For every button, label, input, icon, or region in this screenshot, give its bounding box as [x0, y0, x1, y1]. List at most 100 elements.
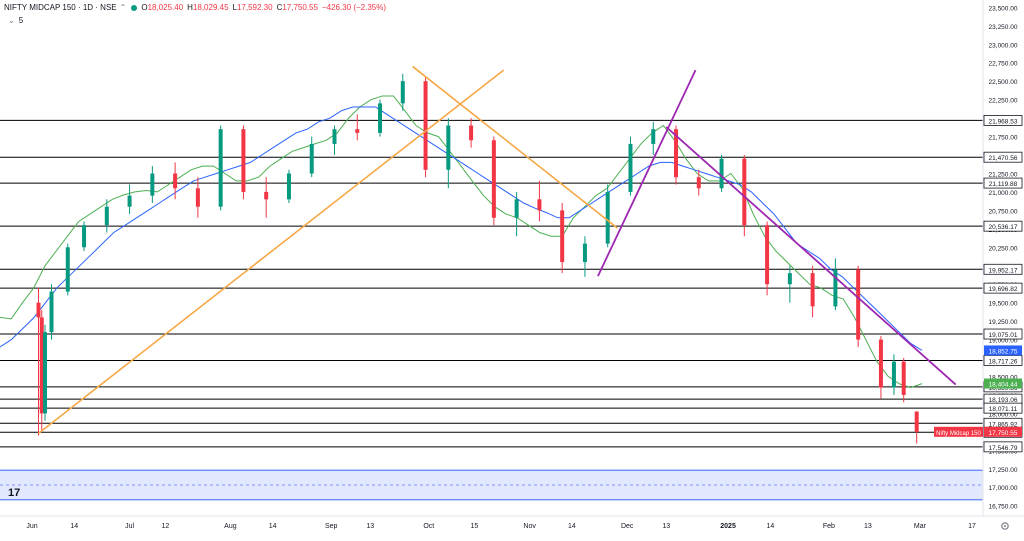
- candle[interactable]: [355, 114, 360, 141]
- y-axis-tick-label: 21,750.00: [989, 135, 1018, 142]
- x-axis-tick-label: 14: [269, 523, 277, 530]
- candle[interactable]: [104, 199, 109, 233]
- candle[interactable]: [36, 287, 41, 436]
- candle[interactable]: [378, 99, 383, 137]
- candle[interactable]: [628, 136, 633, 196]
- x-axis-tick-label: 14: [766, 523, 774, 530]
- x-axis-tick-label: 14: [70, 523, 78, 530]
- y-axis-tick-label: 19,000.00: [989, 338, 1018, 345]
- candle[interactable]: [400, 73, 405, 111]
- level-price-label: 18,717.26: [983, 355, 1023, 366]
- settings-gear-icon[interactable]: [1001, 522, 1009, 530]
- level-price-label: 18,071.11: [983, 402, 1023, 414]
- candle[interactable]: [309, 136, 314, 178]
- candle[interactable]: [218, 125, 223, 211]
- candle[interactable]: [39, 310, 44, 432]
- candle[interactable]: [469, 118, 474, 148]
- level-price-label: 21,119.88: [983, 177, 1023, 189]
- candle[interactable]: [65, 243, 70, 296]
- y-axis-tick-label: 20,750.00: [989, 208, 1018, 215]
- candle[interactable]: [127, 184, 132, 215]
- price-change: −426.30 (−2.35%): [321, 3, 386, 12]
- y-axis-tick-label: 23,500.00: [989, 5, 1018, 12]
- symbol-title[interactable]: NIFTY MIDCAP 150 · 1D · NSE: [4, 3, 117, 12]
- svg-text:18,852.75: 18,852.75: [989, 348, 1018, 355]
- candle[interactable]: [765, 221, 770, 296]
- candle[interactable]: [82, 221, 87, 251]
- orange-trendline[interactable]: [38, 69, 505, 434]
- y-axis-tick-label: 22,250.00: [989, 98, 1018, 105]
- candle[interactable]: [810, 265, 815, 318]
- candle[interactable]: [195, 177, 200, 218]
- purple-trendline[interactable]: [665, 126, 957, 386]
- svg-text:17,546.79: 17,546.79: [989, 445, 1018, 452]
- y-axis-tick-label: 18,500.00: [989, 374, 1018, 381]
- candle[interactable]: [264, 177, 269, 218]
- ohlc-high: H18,029.45: [187, 3, 229, 12]
- y-axis-tick-label: 19,500.00: [989, 301, 1018, 308]
- purple-trendline[interactable]: [597, 69, 697, 277]
- candle[interactable]: [901, 358, 906, 403]
- candle[interactable]: [173, 162, 178, 200]
- candle[interactable]: [878, 335, 883, 399]
- x-axis-tick-label: 2025: [720, 523, 736, 530]
- candle[interactable]: [491, 136, 496, 226]
- x-axis-tick-label: Aug: [224, 523, 237, 530]
- candle[interactable]: [914, 411, 919, 444]
- svg-text:18,404.44: 18,404.44: [989, 382, 1018, 389]
- candle[interactable]: [286, 169, 291, 204]
- level-price-label: 20,536.17: [983, 220, 1023, 232]
- svg-text:19,952.17: 19,952.17: [989, 267, 1018, 274]
- last-price-badge: 17,750.55: [984, 426, 1022, 437]
- svg-text:20,536.17: 20,536.17: [989, 224, 1018, 231]
- ema-slow-line[interactable]: [0, 106, 923, 351]
- indicators-toggle[interactable]: ⌄ 5: [8, 16, 23, 25]
- market-status-icon: [131, 4, 138, 11]
- symbol-legend: NIFTY MIDCAP 150 · 1D · NSE ⌃ O18,025.40 H1…: [4, 3, 386, 12]
- candle[interactable]: [787, 265, 792, 303]
- x-axis-tick-label: Dec: [621, 523, 634, 530]
- chevron-down-icon[interactable]: ⌄: [8, 16, 15, 25]
- x-axis-tick-label: 15: [470, 523, 478, 530]
- candle[interactable]: [856, 265, 861, 347]
- candle[interactable]: [332, 125, 337, 156]
- y-axis-tick-label: 17,250.00: [989, 467, 1018, 474]
- y-axis-tick-label: 21,250.00: [989, 171, 1018, 178]
- ema-value-badge: 18,404.44: [984, 378, 1022, 389]
- x-axis-tick-label: Sep: [325, 523, 338, 530]
- level-price-label: 19,696.82: [983, 282, 1023, 294]
- candle[interactable]: [833, 258, 838, 311]
- svg-text:18,717.26: 18,717.26: [989, 358, 1018, 365]
- svg-text:19,696.82: 19,696.82: [989, 286, 1018, 293]
- y-axis-tick-label: 22,500.00: [989, 79, 1018, 86]
- candle[interactable]: [651, 121, 656, 156]
- candle[interactable]: [891, 354, 896, 395]
- orange-trendline[interactable]: [412, 65, 618, 229]
- svg-text:18,071.11: 18,071.11: [989, 406, 1018, 413]
- candle[interactable]: [696, 169, 701, 196]
- x-axis-tick-label: 14: [568, 523, 576, 530]
- svg-text:17: 17: [8, 487, 20, 499]
- ema-value-badge: 18,852.75: [984, 345, 1022, 356]
- level-price-label: 18,193.06: [983, 393, 1023, 405]
- chevron-up-icon[interactable]: ⌃: [119, 3, 127, 12]
- level-price-label: 19,952.17: [983, 263, 1023, 275]
- candle[interactable]: [537, 180, 542, 222]
- candle[interactable]: [582, 236, 587, 277]
- candle[interactable]: [514, 191, 519, 237]
- candle[interactable]: [423, 77, 428, 178]
- candle[interactable]: [560, 203, 565, 274]
- level-price-label: 17,546.79: [983, 441, 1023, 453]
- candle[interactable]: [605, 184, 610, 248]
- candle[interactable]: [150, 166, 155, 204]
- x-axis-tick-label: 13: [662, 523, 670, 530]
- candle[interactable]: [49, 284, 54, 340]
- candle[interactable]: [241, 125, 246, 200]
- y-axis-tick-label: 16,750.00: [989, 504, 1018, 511]
- candle[interactable]: [43, 324, 48, 421]
- candle[interactable]: [719, 155, 724, 192]
- candle[interactable]: [446, 118, 451, 189]
- x-axis-tick-label: Nov: [523, 523, 536, 530]
